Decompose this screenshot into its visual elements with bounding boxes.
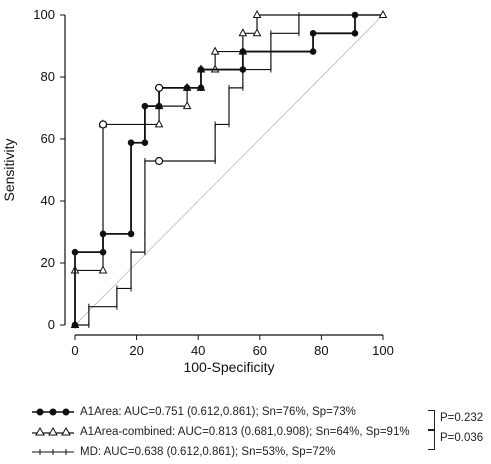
chart-axes: 0 20 40 60 80 100 0 20 40 60 80 100 100-Specificity S…	[1, 7, 394, 375]
plot-area	[70, 9, 388, 329]
x-tick-label: 80	[314, 343, 328, 358]
roc-point	[239, 48, 247, 55]
roc-point	[309, 29, 317, 37]
p-value-bracket-2	[428, 430, 435, 450]
cross-marker-icon	[32, 449, 74, 455]
legend: A1Area: AUC=0.751 (0.612,0.861); Sn=76%,…	[0, 398, 491, 464]
roc-point	[154, 119, 164, 128]
x-tick-label: 60	[253, 343, 267, 358]
legend-item-a1area: A1Area: AUC=0.751 (0.612,0.861); Sn=76%,…	[30, 402, 356, 422]
roc-point	[183, 84, 191, 92]
reference-diagonal	[74, 14, 384, 326]
x-tick-label: 20	[129, 343, 143, 358]
roc-point	[252, 28, 262, 37]
filled-circle-marker-icon	[32, 408, 74, 416]
roc-point	[252, 9, 262, 18]
roc-point	[238, 28, 248, 37]
roc-point	[99, 230, 107, 238]
roc-point	[210, 46, 220, 55]
legend-item-md: MD: AUC=0.638 (0.612,0.861); Sn=53%, Sp=…	[30, 442, 335, 462]
roc-point	[99, 248, 107, 256]
roc-point	[309, 48, 317, 55]
roc-point	[71, 321, 79, 329]
p-value-bracket-1	[428, 410, 435, 430]
roc-point	[155, 102, 163, 110]
y-tick-label: 80	[41, 69, 55, 84]
roc-point	[182, 101, 192, 110]
roc-chart: 0 20 40 60 80 100 0 20 40 60 80 100 100-Specificity S…	[1, 7, 394, 375]
p-value-1: P=0.232	[440, 412, 484, 424]
roc-point	[197, 66, 205, 73]
roc-point	[351, 11, 359, 19]
legend-label-a1area-combined: A1Area-combined: AUC=0.813 (0.681,0.908)…	[80, 426, 410, 438]
roc-point	[98, 265, 108, 274]
roc-point	[378, 9, 388, 18]
y-tick-label: 20	[41, 255, 55, 270]
p-value-2: P=0.036	[440, 432, 484, 444]
y-tick-label: 40	[41, 193, 55, 208]
legend-item-a1area-combined: A1Area-combined: AUC=0.813 (0.681,0.908)…	[30, 422, 410, 442]
y-axis-title: Sensitivity	[1, 138, 17, 201]
roc-point	[239, 66, 247, 73]
roc-point	[127, 230, 135, 238]
y-tick-label: 100	[33, 7, 55, 22]
x-axis-title: 100-Specificity	[183, 359, 274, 375]
y-tick-label: 0	[48, 317, 55, 332]
cutoff-point	[98, 120, 108, 129]
open-triangle-marker-icon	[32, 426, 74, 436]
roc-point	[71, 248, 79, 256]
roc-point	[197, 84, 205, 92]
roc-point	[141, 139, 149, 147]
x-tick-label: 100	[372, 343, 394, 358]
cutoff-point	[154, 156, 164, 166]
legend-label-a1area: A1Area: AUC=0.751 (0.612,0.861); Sn=76%,…	[80, 406, 356, 418]
roc-point	[127, 139, 135, 147]
x-tick-label: 0	[71, 343, 78, 358]
x-tick-label: 40	[191, 343, 205, 358]
legend-label-md: MD: AUC=0.638 (0.612,0.861); Sn=53%, Sp=…	[80, 446, 336, 458]
y-tick-label: 60	[41, 131, 55, 146]
roc-point	[141, 102, 149, 110]
roc-point	[351, 29, 359, 37]
cutoff-point	[154, 83, 164, 92]
